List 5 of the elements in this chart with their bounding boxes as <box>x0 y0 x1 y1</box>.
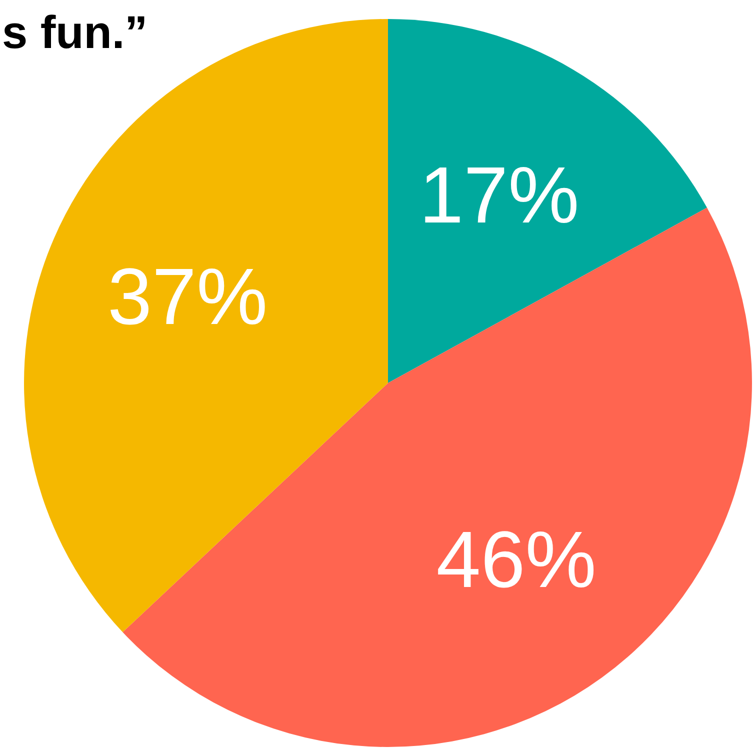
chart-title: s fun.” <box>2 6 148 58</box>
pie-slice <box>388 19 707 383</box>
data-label: 37% <box>108 252 268 341</box>
data-label: 46% <box>436 515 596 604</box>
data-label: 17% <box>419 150 580 240</box>
